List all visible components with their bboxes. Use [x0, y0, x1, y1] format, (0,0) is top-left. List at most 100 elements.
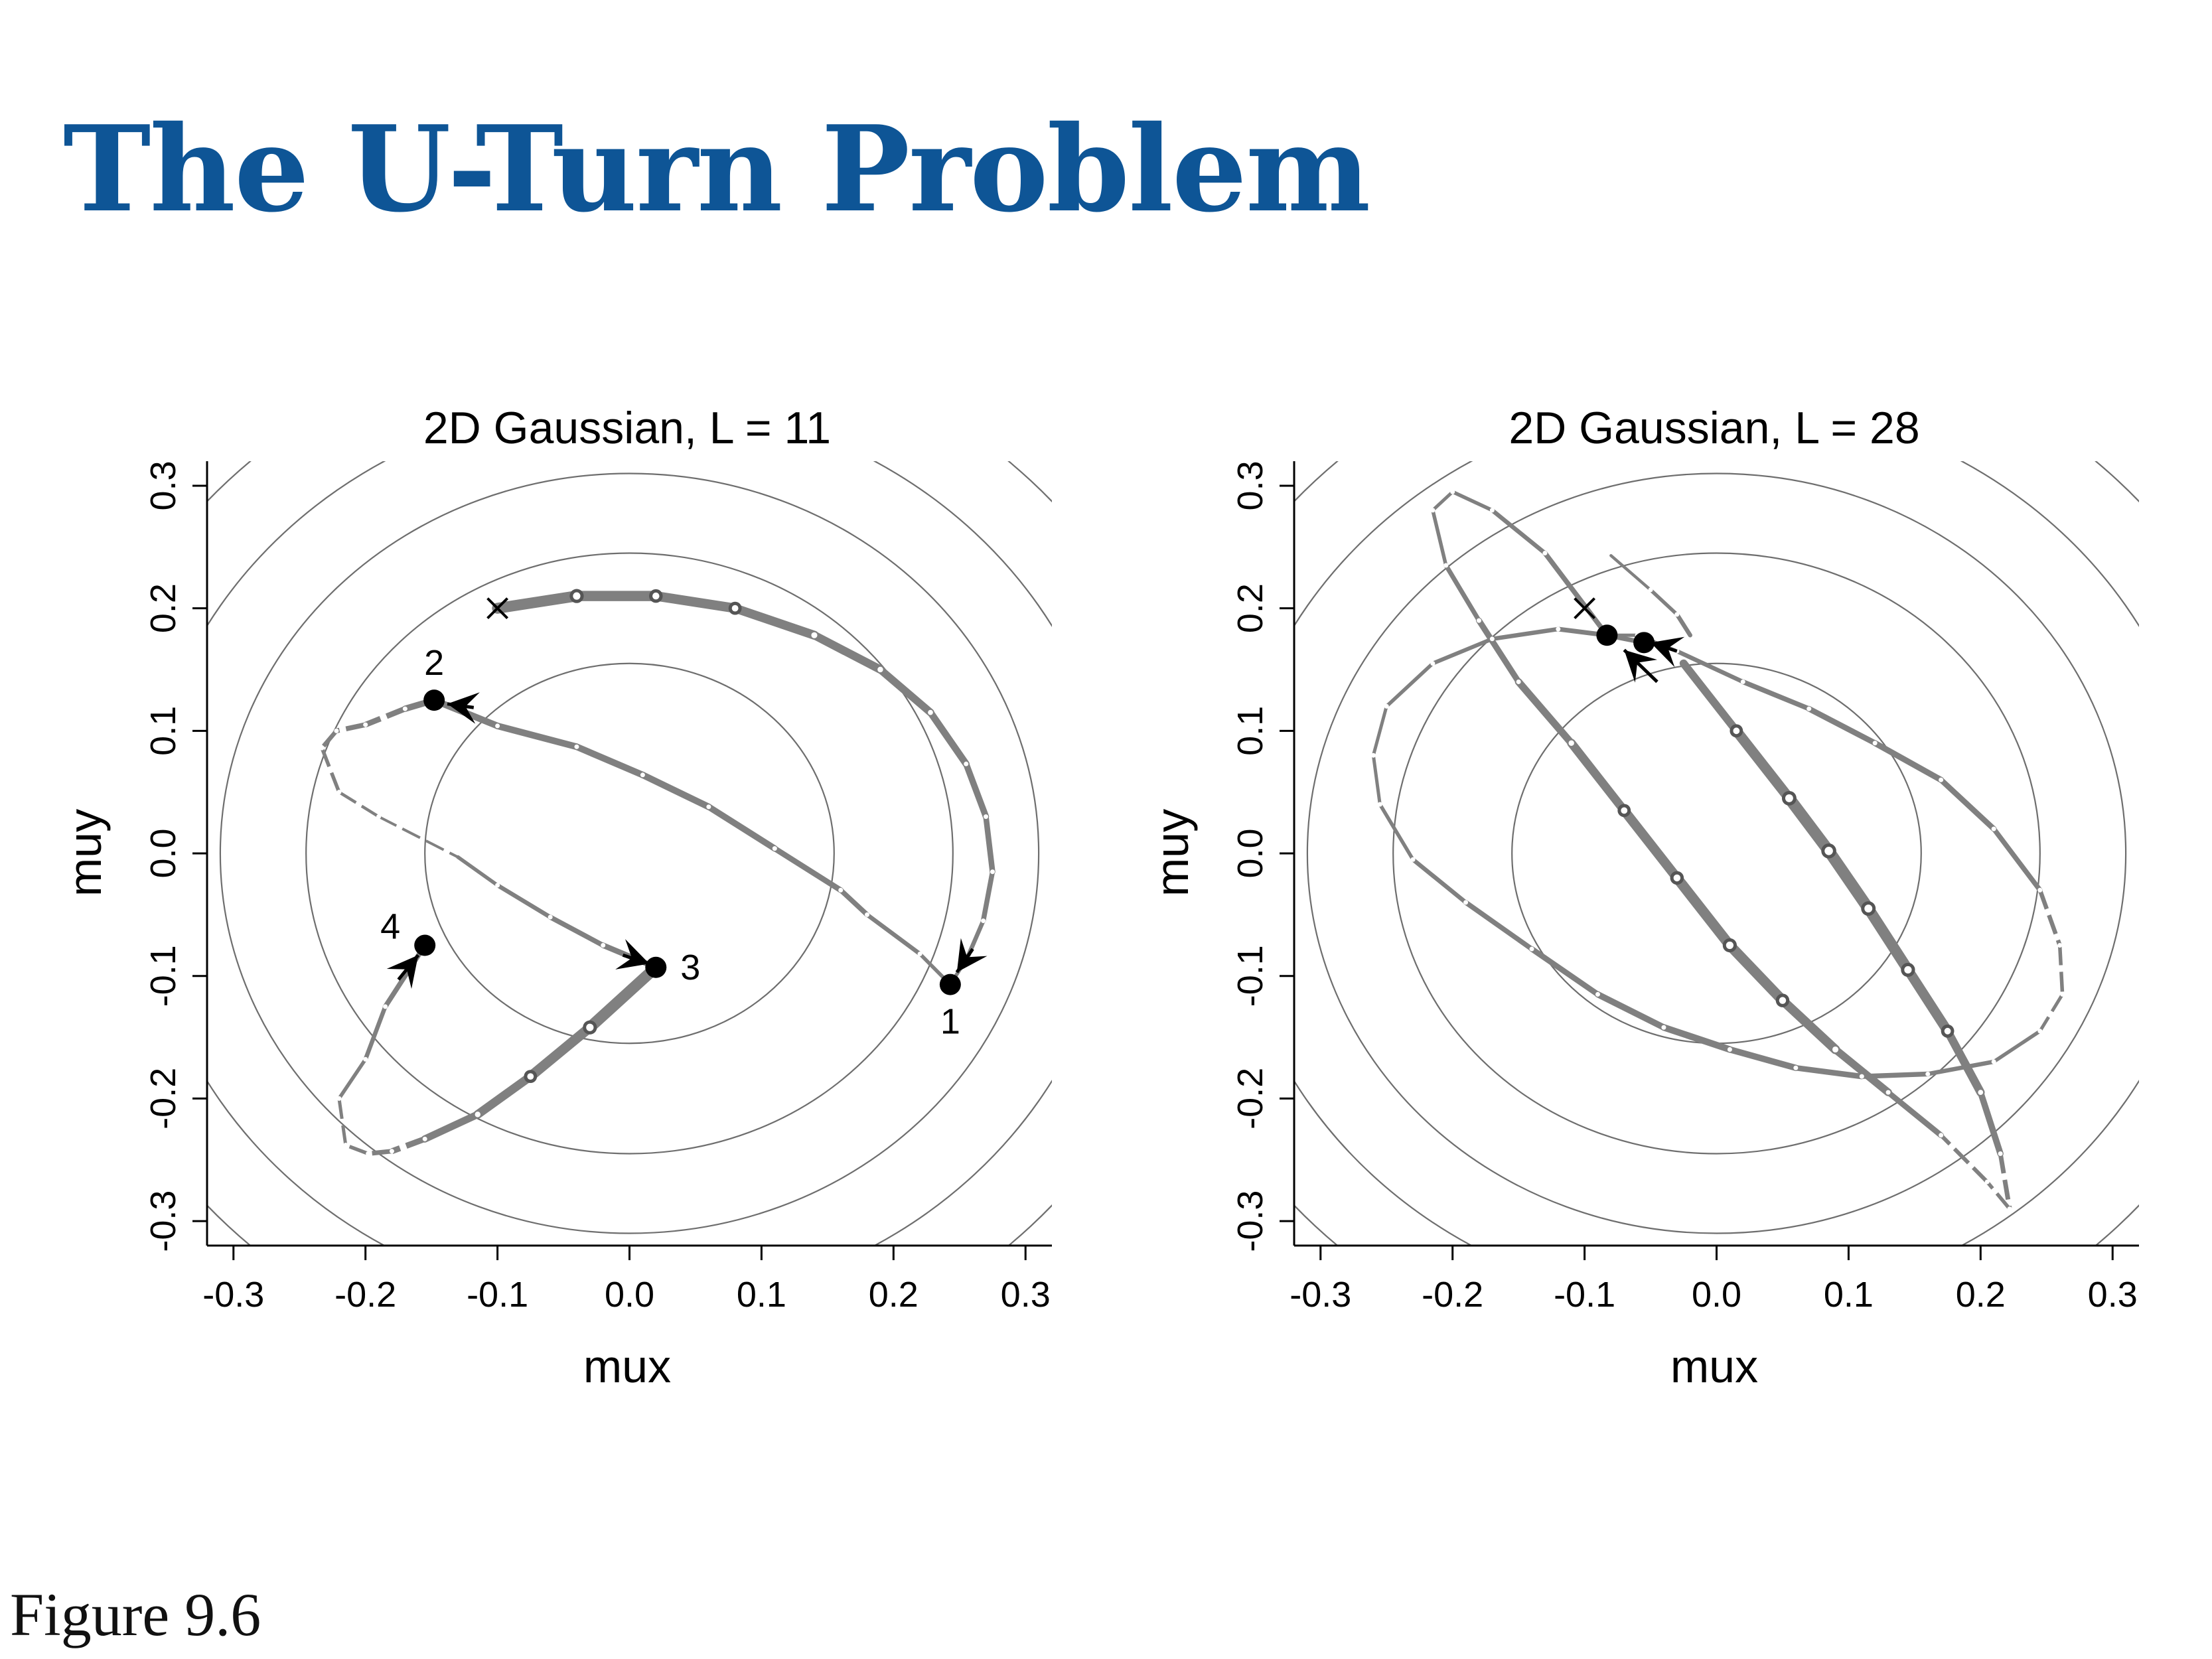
page-title: The U-Turn Problem: [63, 100, 1370, 238]
trajectory-segment: [1567, 739, 1629, 815]
leapfrog-point: [2037, 887, 2043, 893]
trajectory-segment: [1660, 1024, 1733, 1053]
leapfrog-point: [928, 709, 933, 715]
sample-point: [1633, 632, 1655, 654]
leapfrog-point: [475, 1112, 480, 1118]
leapfrog-point: [2057, 943, 2063, 948]
y-tick-label: -0.3: [143, 1190, 183, 1252]
sample-point-label: 3: [680, 948, 700, 987]
trajectory-segment: [1806, 705, 1878, 747]
x-tick-label: 0.3: [2088, 1275, 2138, 1315]
y-tick-label: 0.2: [1230, 583, 1270, 633]
leapfrog-point: [1859, 1074, 1864, 1079]
start-marker: [486, 597, 509, 620]
trajectory-segment: [1925, 1059, 1996, 1076]
sample-point-label: 4: [380, 907, 400, 947]
trajectory-segment: [382, 942, 427, 1009]
leapfrog-point: [731, 605, 739, 612]
leapfrog-point: [1661, 1025, 1666, 1030]
trajectory-segment: [1450, 490, 1495, 512]
trajectory-segment: [1822, 845, 1874, 914]
leapfrog-point: [706, 804, 711, 810]
sample-point: [1596, 624, 1618, 646]
plot-right: 2D Gaussian, L = 28 mux muy -0.3 -0.2 -0.1…: [1146, 403, 2139, 1392]
trajectory-segment: [730, 603, 819, 640]
trajectory-segment: [983, 814, 995, 875]
trajectory-segment: [1490, 626, 1561, 642]
trajectory-segment: [548, 914, 606, 948]
trajectory-segment: [1740, 679, 1812, 711]
leapfrog-point: [1568, 740, 1574, 746]
leapfrog-point: [984, 814, 989, 820]
leapfrog-point: [865, 912, 870, 917]
trajectory-segment: [1998, 1153, 2012, 1210]
trajectory-segment: [473, 1072, 535, 1119]
leapfrog-point: [640, 772, 645, 778]
trajectory-segment: [1903, 964, 1953, 1037]
trajectory-segment: [456, 855, 500, 887]
trajectory-segment: [1726, 1046, 1799, 1071]
leapfrog-point: [389, 1149, 394, 1154]
leapfrog-point: [1430, 508, 1436, 513]
trajectory-segment: [1862, 902, 1914, 975]
trajectory-segment: [1371, 704, 1388, 757]
trajectory-segment: [1674, 612, 1692, 638]
leapfrog-point: [772, 846, 777, 851]
leapfrog-point: [363, 1056, 368, 1062]
y-tick-label: -0.2: [143, 1068, 183, 1129]
sample-point-label: 2: [424, 643, 444, 683]
trajectory-segment: [876, 666, 934, 717]
leapfrog-point: [363, 722, 368, 727]
leapfrog-point: [1872, 741, 1878, 746]
sample-point-label: 1: [940, 1002, 960, 1042]
trajectory-segment: [1371, 753, 1382, 806]
trajectory-segment: [926, 709, 970, 768]
leapfrog-point: [1939, 777, 1944, 782]
trajectory-segment: [1475, 617, 1522, 685]
momentum-arrow-head: [386, 955, 419, 989]
trajectory-segment: [320, 747, 341, 793]
y-tick-label: 0.3: [143, 461, 183, 510]
x-tick-label: 0.2: [1956, 1275, 2006, 1315]
trajectory-segment: [1872, 740, 1945, 783]
leapfrog-point: [1516, 679, 1521, 684]
leapfrog-point: [1556, 626, 1561, 632]
trajectory-segment: [525, 1022, 595, 1082]
leapfrog-point: [1939, 1133, 1944, 1138]
contour-circle: [424, 662, 835, 1045]
leapfrog-point: [811, 632, 818, 638]
trajectory-segment: [1859, 1071, 1931, 1079]
contour-circle: [1392, 552, 2041, 1155]
trajectory-segment: [1793, 1064, 1865, 1080]
trajectory-segment: [363, 1004, 388, 1062]
leapfrog-point: [1925, 1071, 1931, 1076]
trajectory-segment: [495, 883, 553, 920]
trajectory-segment: [1528, 946, 1601, 997]
trajectory-segment: [1431, 508, 1448, 567]
x-tick-label: -0.3: [202, 1275, 264, 1315]
leapfrog-point: [1595, 991, 1600, 997]
chart-title: 2D Gaussian, L = 28: [1509, 403, 1919, 453]
x-axis-label: mux: [583, 1340, 671, 1392]
sample-point: [645, 956, 667, 978]
trajectory-segment: [344, 1143, 369, 1156]
trajectory-segment: [1938, 776, 1997, 832]
trajectory-segment: [962, 760, 990, 820]
leapfrog-point: [586, 1023, 594, 1031]
contour-circle: [305, 552, 954, 1155]
contour-circle: [1294, 461, 2139, 1246]
leapfrog-point: [1621, 807, 1628, 814]
leapfrog-point: [1824, 847, 1833, 855]
trajectory-segment: [337, 1098, 348, 1145]
trajectory-segment: [1430, 636, 1495, 666]
trajectory-segment: [980, 869, 995, 924]
leapfrog-point: [601, 943, 606, 948]
momentum-arrow-head: [956, 938, 988, 973]
trajectory-segment: [810, 631, 885, 674]
trajectory-segment: [772, 845, 844, 893]
leapfrog-point: [2037, 1029, 2043, 1034]
trajectory-segment: [639, 771, 712, 810]
leapfrog-point: [422, 1136, 427, 1141]
momentum-arrow-head: [447, 692, 480, 724]
leapfrog-point: [1944, 1027, 1951, 1035]
